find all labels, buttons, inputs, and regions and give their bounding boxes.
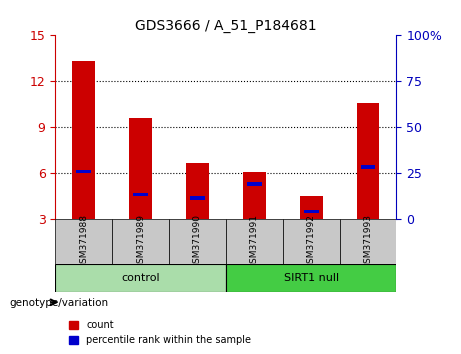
Text: GSM371989: GSM371989: [136, 214, 145, 269]
Text: GSM371993: GSM371993: [364, 214, 372, 269]
Text: SIRT1 null: SIRT1 null: [284, 273, 339, 283]
Bar: [186, 163, 209, 219]
Bar: [190, 196, 205, 200]
FancyBboxPatch shape: [55, 219, 112, 264]
Bar: [129, 118, 152, 219]
Bar: [357, 103, 379, 219]
Bar: [133, 193, 148, 196]
Bar: [304, 210, 319, 213]
Bar: [77, 170, 91, 173]
FancyBboxPatch shape: [112, 219, 169, 264]
FancyBboxPatch shape: [169, 219, 226, 264]
FancyBboxPatch shape: [226, 264, 396, 292]
Bar: [361, 165, 375, 169]
Bar: [72, 62, 95, 219]
FancyBboxPatch shape: [55, 264, 226, 292]
Bar: [300, 196, 323, 219]
FancyBboxPatch shape: [340, 219, 396, 264]
Title: GDS3666 / A_51_P184681: GDS3666 / A_51_P184681: [135, 19, 317, 33]
Bar: [243, 172, 266, 219]
Bar: [247, 182, 262, 186]
Text: GSM371988: GSM371988: [79, 214, 88, 269]
FancyBboxPatch shape: [226, 219, 283, 264]
Text: GSM371991: GSM371991: [250, 214, 259, 269]
Text: control: control: [121, 273, 160, 283]
Legend: count, percentile rank within the sample: count, percentile rank within the sample: [65, 316, 255, 349]
Text: GSM371990: GSM371990: [193, 214, 202, 269]
Text: genotype/variation: genotype/variation: [9, 298, 108, 308]
Text: GSM371992: GSM371992: [307, 214, 316, 269]
FancyBboxPatch shape: [283, 219, 340, 264]
